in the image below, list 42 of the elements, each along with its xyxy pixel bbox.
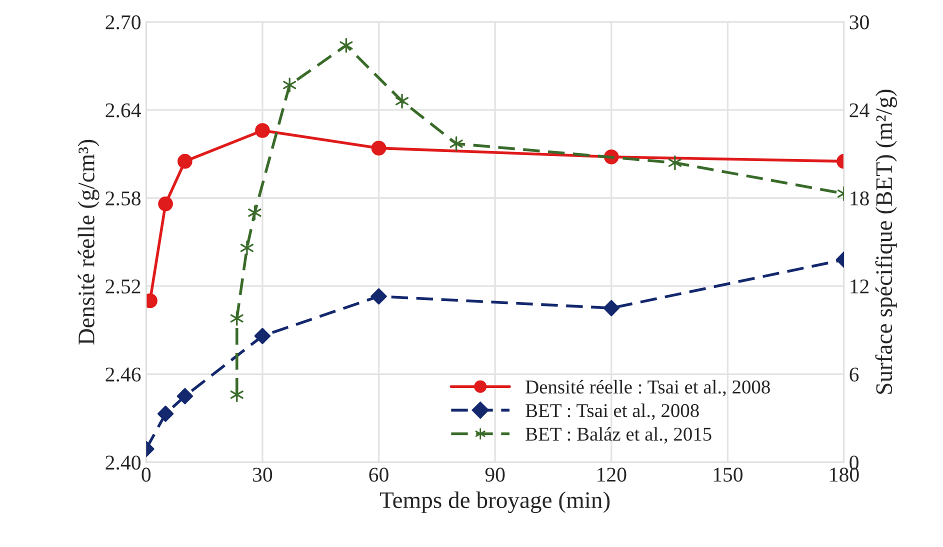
x-tick-label: 150 <box>714 468 743 482</box>
point <box>230 310 244 326</box>
y-tick-label: 2.64 <box>106 103 141 118</box>
point <box>255 123 270 138</box>
y-tick-label: 2.52 <box>106 280 140 294</box>
point <box>395 94 409 109</box>
point <box>450 136 463 152</box>
y2-tick-label: 0 <box>850 456 858 470</box>
point <box>370 288 387 304</box>
y2-axis-title: Surface spécifique (BET) (m²/g) <box>875 90 897 394</box>
x-tick-label: 90 <box>485 468 505 482</box>
legend-label: BET : Tsai et al., 2008 <box>526 403 699 420</box>
point <box>371 140 386 156</box>
y2-tick-label: 12 <box>850 280 869 294</box>
legend-label: BET : Baláz et al., 2015 <box>526 427 712 444</box>
point <box>178 154 192 169</box>
y-tick-label: 2.58 <box>106 191 141 206</box>
y-axis-title: Densité réelle (g/cm³) <box>78 140 100 345</box>
point <box>176 388 194 404</box>
x-tick-label: 120 <box>598 468 626 482</box>
x-tick-label: 180 <box>830 468 859 482</box>
x-tick-label: 0 <box>142 468 151 482</box>
x-tick-label: 60 <box>369 468 388 482</box>
point <box>158 196 173 212</box>
y-tick-label: 2.70 <box>106 15 141 30</box>
point <box>157 406 174 422</box>
y2-tick-label: 6 <box>850 368 859 382</box>
point <box>668 155 682 170</box>
y-tick-label: 2.40 <box>106 456 141 470</box>
point <box>603 300 620 316</box>
x-tick-label: 30 <box>253 468 272 482</box>
y2-tick-label: 18 <box>850 191 869 206</box>
legend-label: Densité réelle : Tsai et al., 2008 <box>526 380 770 396</box>
x-axis-title: Temps de broyage (min) <box>380 492 610 514</box>
y2-tick-label: 30 <box>850 15 869 30</box>
point <box>248 205 262 220</box>
y-tick-label: 2.46 <box>106 368 141 382</box>
y2-tick-label: 24 <box>850 103 870 118</box>
point <box>283 78 296 92</box>
point <box>254 328 271 344</box>
point <box>340 38 353 53</box>
point <box>240 240 254 256</box>
